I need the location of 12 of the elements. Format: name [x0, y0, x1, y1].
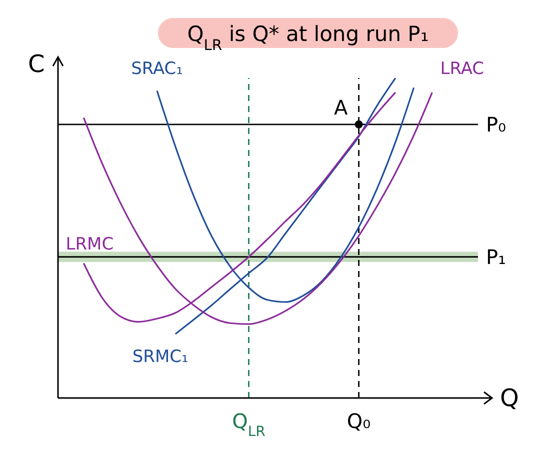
annotation: A [334, 95, 348, 120]
chart-title: Q$_{LR}$ is Q* at long run P₁ [187, 22, 429, 54]
series-label: SRMC₁ [132, 347, 188, 367]
series-label: LRMC [66, 234, 114, 254]
series-label: LRAC [440, 59, 484, 79]
x-tick-label: Q$_{LR}$ [232, 409, 266, 440]
series-label: SRAC₁ [131, 59, 184, 79]
x-tick-label: Q₀ [346, 409, 371, 433]
ref-line-label: P₁ [486, 244, 506, 269]
x-axis-title: Q [500, 384, 519, 412]
ref-line-label: P₀ [486, 112, 506, 136]
y-axis-title: C [28, 50, 45, 78]
